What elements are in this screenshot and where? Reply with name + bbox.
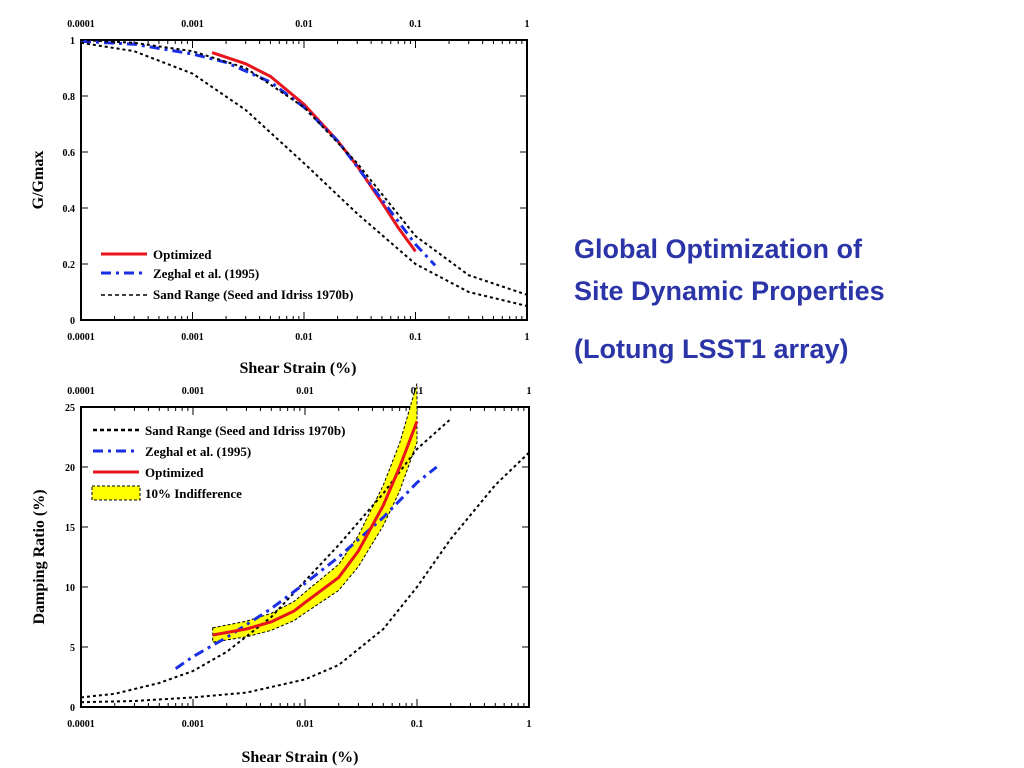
damping-ticks bbox=[80, 406, 529, 708]
damping-x-tick-label: 0.1 bbox=[411, 719, 424, 730]
damping-x-axis-label: Shear Strain (%) bbox=[241, 749, 358, 766]
gmax-x-tick-label: 0.001 bbox=[181, 332, 204, 343]
gmax-x-tick-label: 0.0001 bbox=[67, 332, 95, 343]
gmax-x-tick-label: 0.01 bbox=[295, 332, 313, 343]
slide-subtitle: (Lotung LSST1 array) bbox=[574, 334, 849, 364]
damping-x-tick-label-top: 0.0001 bbox=[67, 386, 95, 397]
damping-series-indifference-band bbox=[212, 383, 418, 643]
gmax-series-sand-range-bound-3 bbox=[80, 41, 528, 307]
damping-y-tick-label: 10 bbox=[65, 583, 75, 594]
gmax-series-optimized-0 bbox=[211, 51, 417, 253]
damping-x-tick-label-top: 1 bbox=[527, 386, 532, 397]
gmax-legend: Optimized Zeghal et al. (1995) Sand Rang… bbox=[101, 247, 353, 302]
damping-x-tick-label: 1 bbox=[527, 719, 532, 730]
legend-label-sand-range: Sand Range (Seed and Idriss 1970b) bbox=[145, 423, 345, 438]
damping-series-optimized-3 bbox=[212, 420, 419, 637]
gmax-x-tick-label-top: 1 bbox=[525, 19, 530, 30]
damping-y-tick-label: 25 bbox=[65, 403, 75, 414]
gmax-series-zeghal-et-al-1995-1 bbox=[80, 39, 437, 267]
damping-x-tick-label-top: 0.01 bbox=[296, 386, 314, 397]
legend-label-indifference: 10% Indifference bbox=[145, 486, 242, 501]
damping-y-tick-label: 0 bbox=[70, 703, 75, 714]
gmax-series bbox=[80, 39, 528, 307]
gmax-x-tick-label-top: 0.0001 bbox=[67, 19, 95, 30]
gmax-tick-labels: 0 0.2 0.4 0.6 0.8 1 0.0001 0.0001 0.001 0.001 0.01… bbox=[63, 19, 530, 343]
slide-title-block: Global Optimization of Site Dynamic Prop… bbox=[574, 228, 1014, 366]
damping-x-tick-label: 0.0001 bbox=[67, 719, 95, 730]
damping-y-tick-label: 20 bbox=[65, 463, 75, 474]
gmax-y-tick-label: 1 bbox=[70, 36, 75, 47]
gmax-ticks bbox=[80, 39, 527, 321]
gmax-x-tick-label-top: 0.01 bbox=[295, 19, 313, 30]
damping-series bbox=[80, 383, 530, 704]
damping-tick-labels: 0 5 10 15 20 25 0.0001 0.0001 0.001 0.001 0.01 0.01… bbox=[65, 386, 532, 730]
gmax-x-axis-label: Shear Strain (%) bbox=[239, 360, 356, 377]
legend-swatch-indifference bbox=[91, 485, 141, 501]
damping-legend: Sand Range (Seed and Idriss 1970b) Zegha… bbox=[91, 423, 345, 501]
legend-label-sand-range: Sand Range (Seed and Idriss 1970b) bbox=[153, 287, 353, 302]
slide-title-line-2: Site Dynamic Properties bbox=[574, 276, 885, 306]
gmax-series-sand-range-seed-and-idriss-1970b-2 bbox=[80, 39, 528, 296]
gmax-y-tick-label: 0.8 bbox=[63, 92, 76, 103]
legend-label-zeghal: Zeghal et al. (1995) bbox=[145, 444, 251, 459]
damping-chart: 0 5 10 15 20 25 0.0001 0.0001 0.001 0.001 0.01 0.01… bbox=[31, 383, 532, 766]
legend-label-zeghal: Zeghal et al. (1995) bbox=[153, 266, 259, 281]
gmax-plot-frame bbox=[80, 39, 528, 321]
gmax-y-tick-label: 0 bbox=[70, 316, 75, 327]
gmax-x-tick-label-top: 0.001 bbox=[181, 19, 204, 30]
legend-label-optimized: Optimized bbox=[145, 465, 204, 480]
damping-x-tick-label-top: 0.1 bbox=[411, 386, 424, 397]
gmax-y-tick-label: 0.6 bbox=[63, 148, 76, 159]
gmax-y-axis-label: G/Gmax bbox=[30, 151, 47, 210]
damping-y-tick-label: 15 bbox=[65, 523, 75, 534]
legend-label-optimized: Optimized bbox=[153, 247, 212, 262]
damping-x-tick-label: 0.001 bbox=[182, 719, 205, 730]
gmax-x-tick-label: 1 bbox=[525, 332, 530, 343]
gmax-y-tick-label: 0.2 bbox=[63, 260, 76, 271]
damping-x-tick-label: 0.01 bbox=[296, 719, 314, 730]
gmax-chart: 0 0.2 0.4 0.6 0.8 1 0.0001 0.0001 0.001 0.001 0.01… bbox=[30, 19, 530, 377]
damping-series-sand-range-bound-1 bbox=[80, 451, 530, 704]
damping-y-axis-label: Damping Ratio (%) bbox=[31, 489, 48, 624]
gmax-y-tick-label: 0.4 bbox=[63, 204, 76, 215]
damping-x-tick-label-top: 0.001 bbox=[182, 386, 205, 397]
slide-title-line-1: Global Optimization of bbox=[574, 234, 862, 264]
gmax-x-tick-label-top: 0.1 bbox=[409, 19, 422, 30]
damping-series-zeghal-et-al-1995-2 bbox=[174, 465, 438, 670]
gmax-x-tick-label: 0.1 bbox=[409, 332, 422, 343]
damping-y-tick-label: 5 bbox=[70, 643, 75, 654]
